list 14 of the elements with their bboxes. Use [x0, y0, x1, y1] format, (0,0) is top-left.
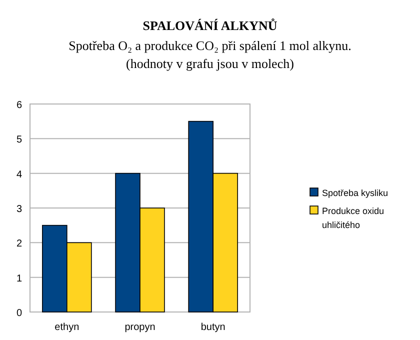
y-tick-label: 0: [16, 308, 22, 319]
x-tick-label: propyn: [124, 322, 156, 333]
legend-label: Spotřeba kysliku: [322, 188, 388, 198]
y-tick-label: 2: [16, 238, 22, 250]
y-tick-label: 1: [16, 273, 22, 284]
x-tick-label: butyn: [200, 322, 226, 333]
y-tick-label: 4: [16, 169, 22, 180]
legend-label: Produkce oxidu uhličitého: [322, 206, 384, 230]
y-tick-label: 5: [16, 134, 22, 146]
x-tick-label: ethyn: [54, 322, 80, 333]
chart-subtitle: Spotřeba O₂ a produkce CO₂ při spálení 1 mol alkynu. (hodnoty v grafu jsou v molech): [68, 38, 352, 71]
chart-title: SPALOVÁNÍ ALKYNŮ: [142, 18, 278, 33]
y-tick-label: 3: [16, 204, 22, 215]
y-tick-label: 6: [16, 100, 22, 111]
